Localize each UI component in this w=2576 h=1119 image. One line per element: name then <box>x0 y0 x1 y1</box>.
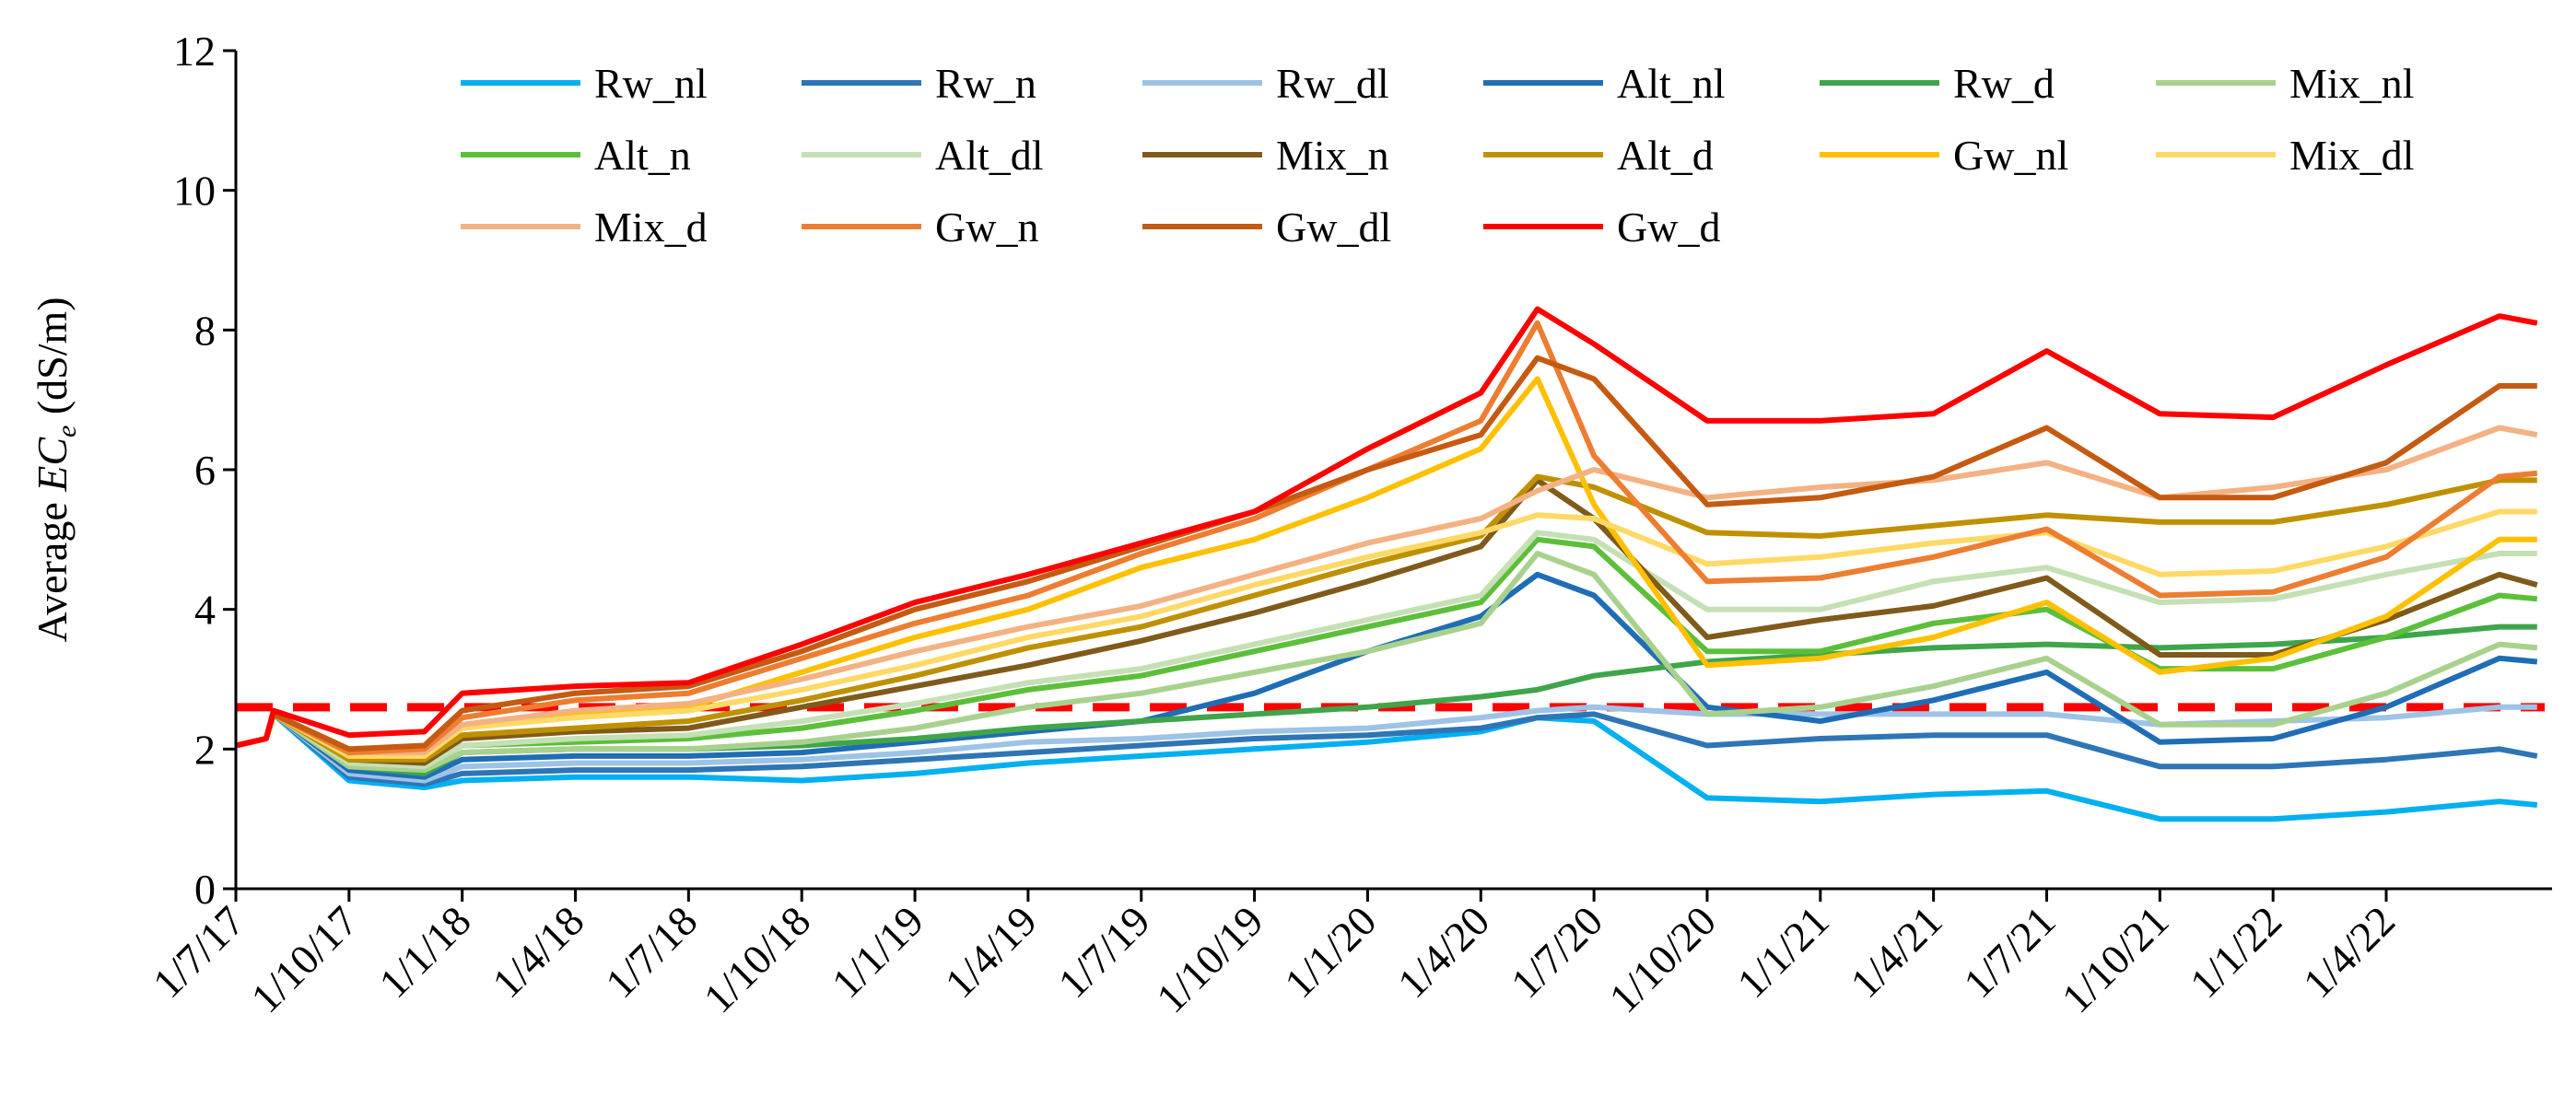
x-tick-label: 1/10/18 <box>695 897 819 1021</box>
x-tick-label: 1/10/19 <box>1147 897 1271 1021</box>
legend-label: Alt_nl <box>1617 60 1726 107</box>
x-tick-label: 1/4/22 <box>2294 897 2404 1007</box>
series-line-rw-n <box>235 711 2538 787</box>
legend-label: Gw_nl <box>1953 132 2068 179</box>
x-tick-label: 1/1/18 <box>370 897 480 1007</box>
legend-label: Rw_n <box>935 60 1036 107</box>
x-tick-label: 1/10/20 <box>1600 897 1725 1021</box>
y-tick-label: 6 <box>194 447 216 494</box>
series-line-mix-n <box>235 477 2538 766</box>
legend-label: Alt_n <box>594 132 691 179</box>
x-tick-label: 1/4/20 <box>1388 897 1498 1007</box>
y-tick-label: 12 <box>173 28 216 75</box>
x-tick-label: 1/7/17 <box>144 897 253 1007</box>
legend-label: Alt_d <box>1617 132 1714 179</box>
legend-label: Gw_dl <box>1276 204 1391 251</box>
y-tick-label: 10 <box>173 168 216 215</box>
y-axis-label-prefix: Average <box>29 492 76 643</box>
legend-label: Mix_d <box>594 204 708 251</box>
legend-label: Mix_n <box>1276 132 1389 179</box>
x-tick-label: 1/7/18 <box>596 897 706 1007</box>
y-axis-label-suffix: (dS/m) <box>29 297 76 425</box>
series-line-rw-dl <box>235 704 2537 784</box>
y-tick-label: 0 <box>194 866 216 913</box>
y-axis-label: Average ECe (dS/m) <box>29 297 82 642</box>
x-tick-label: 1/7/19 <box>1049 897 1159 1007</box>
legend-label: Alt_dl <box>935 132 1044 179</box>
series-line-mix-nl <box>235 551 2538 774</box>
legend-label: Mix_nl <box>2289 60 2414 107</box>
x-tick-label: 1/1/21 <box>1728 897 1838 1007</box>
x-tick-label: 1/10/21 <box>2053 897 2177 1021</box>
legend-label: Rw_d <box>1953 60 2055 107</box>
x-tick-label: 1/1/22 <box>2181 897 2290 1007</box>
x-tick-label: 1/1/20 <box>1275 897 1385 1007</box>
series-line-gw-n <box>235 320 2538 756</box>
y-tick-label: 4 <box>194 587 216 634</box>
series-line-mix-d <box>235 425 2538 756</box>
legend-label: Rw_nl <box>594 60 708 107</box>
x-tick-label: 1/4/21 <box>1842 897 1951 1007</box>
series-line-alt-dl <box>235 530 2537 770</box>
legend-label: Rw_dl <box>1276 60 1389 107</box>
x-tick-label: 1/10/17 <box>241 897 366 1021</box>
series-line-gw-d <box>235 306 2538 749</box>
legend-label: Gw_d <box>1617 204 1720 251</box>
series-line-mix-dl <box>235 508 2537 759</box>
x-tick-label: 1/4/19 <box>936 897 1046 1007</box>
y-axis-label-subscript: e <box>52 425 82 437</box>
y-axis-label-variable: EC <box>29 437 76 493</box>
series-line-alt-d <box>235 473 2537 763</box>
series-line-rw-nl <box>235 711 2538 822</box>
legend-label: Mix_dl <box>2289 132 2414 179</box>
series-line-alt-nl <box>235 571 2538 780</box>
x-tick-label: 1/1/19 <box>823 897 932 1007</box>
legend-label: Gw_n <box>935 204 1038 251</box>
x-tick-label: 1/4/18 <box>483 897 592 1007</box>
x-tick-label: 1/7/21 <box>1954 897 2064 1007</box>
series-line-gw-dl <box>235 355 2537 752</box>
x-tick-label: 1/7/20 <box>1502 897 1611 1007</box>
y-tick-label: 2 <box>194 726 216 773</box>
y-tick-label: 8 <box>194 307 216 354</box>
